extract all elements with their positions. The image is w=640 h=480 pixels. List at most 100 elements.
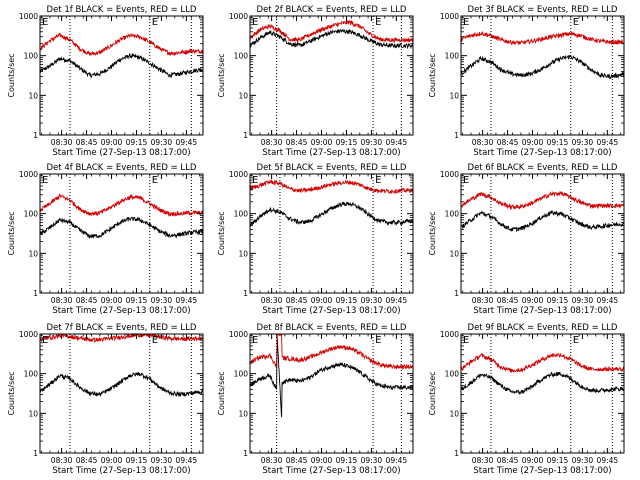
x-tick-label: 09:30: [361, 138, 383, 147]
y-axis-label: Counts/sec: [428, 371, 437, 415]
y-tick-label: 100: [234, 52, 249, 61]
x-tick-label: 09:00: [522, 296, 544, 305]
x-tick-label: 08:45: [76, 138, 98, 147]
y-tick-label: 10: [449, 409, 459, 418]
chart-panel: Det 9f BLACK = Events, RED = LLD E E 1 10 100…: [428, 323, 625, 476]
x-tick-label: 09:15: [547, 296, 569, 305]
x-tick-label: 09:15: [126, 296, 148, 305]
y-tick-label: 10: [238, 409, 248, 418]
y-tick-label: 10: [238, 91, 248, 100]
y-tick-label: 1000: [19, 330, 38, 339]
x-tick-label: 08:45: [76, 296, 98, 305]
chart-title: Det 9f BLACK = Events, RED = LLD: [468, 323, 618, 333]
chart-panel: Det 1f BLACK = Events, RED = LLD E E 1 10 100…: [7, 5, 204, 158]
marker-label: E: [573, 335, 579, 346]
corner-label: E: [42, 175, 48, 186]
x-tick-label: 09:15: [336, 456, 358, 465]
y-tick-label: 100: [234, 370, 249, 379]
y-axis-label: Counts/sec: [217, 371, 226, 415]
marker-label: E: [375, 175, 381, 186]
series-line-events: [461, 54, 624, 80]
x-tick-label: 09:45: [176, 456, 198, 465]
y-tick-label: 1000: [440, 12, 459, 21]
plot-frame: [249, 173, 414, 294]
y-tick-label: 100: [24, 52, 39, 61]
marker-label: E: [573, 17, 579, 28]
series-line-lld: [461, 191, 624, 211]
y-tick-label: 1000: [229, 12, 248, 21]
corner-label: E: [42, 335, 48, 346]
plot-frame: [39, 15, 204, 136]
y-tick-label: 10: [28, 249, 38, 258]
corner-label: E: [463, 175, 469, 186]
chart-title: Det 2f BLACK = Events, RED = LLD: [257, 5, 407, 15]
corner-label: E: [463, 335, 469, 346]
chart-panel: Det 5f BLACK = Events, RED = LLD E E 1 10 100…: [217, 163, 414, 316]
y-tick-label: 10: [449, 249, 459, 258]
x-tick-label: 08:45: [286, 296, 308, 305]
x-tick-label: 08:45: [286, 456, 308, 465]
x-tick-label: 09:00: [311, 456, 333, 465]
chart-title: Det 3f BLACK = Events, RED = LLD: [468, 5, 618, 15]
x-tick-label: 09:45: [176, 138, 198, 147]
y-tick-label: 1000: [229, 330, 248, 339]
y-tick-label: 100: [24, 370, 39, 379]
y-tick-label: 1: [33, 449, 38, 458]
x-tick-label: 09:00: [311, 138, 333, 147]
x-axis-label: Start Time (27-Sep-13 08:17:00): [262, 466, 400, 476]
x-tick-label: 09:30: [572, 456, 594, 465]
y-tick-label: 100: [445, 370, 460, 379]
corner-label: E: [42, 17, 48, 28]
x-tick-label: 09:30: [572, 138, 594, 147]
x-tick-label: 09:00: [522, 138, 544, 147]
chart-panel: Det 2f BLACK = Events, RED = LLD E E 1 10 100…: [217, 5, 414, 158]
y-tick-label: 100: [445, 210, 460, 219]
x-tick-label: 09:45: [176, 296, 198, 305]
plot-frame: [460, 333, 625, 454]
y-tick-label: 1000: [19, 12, 38, 21]
x-tick-label: 09:15: [126, 456, 148, 465]
y-axis-label: Counts/sec: [217, 211, 226, 255]
series-line-lld: [461, 30, 624, 46]
x-axis-label: Start Time (27-Sep-13 08:17:00): [262, 148, 400, 158]
series-line-events: [250, 28, 413, 50]
plot-frame: [39, 333, 204, 454]
y-tick-label: 1: [454, 449, 459, 458]
x-tick-label: 08:30: [51, 456, 73, 465]
series-line-lld: [40, 192, 203, 218]
y-tick-label: 1000: [440, 170, 459, 179]
chart-panel: Det 7f BLACK = Events, RED = LLD E E 1 10 100…: [7, 323, 204, 476]
chart-title: Det 4f BLACK = Events, RED = LLD: [47, 163, 197, 173]
x-tick-label: 09:45: [386, 296, 408, 305]
chart-panel: Det 4f BLACK = Events, RED = LLD E E 1 10 100…: [7, 163, 204, 316]
x-axis-label: Start Time (27-Sep-13 08:17:00): [473, 306, 611, 316]
chart-panel: Det 8f BLACK = Events, RED = LLD E E 1 10 100…: [217, 323, 414, 476]
x-tick-label: 09:30: [151, 138, 173, 147]
y-tick-label: 10: [238, 249, 248, 258]
series-line-events: [40, 52, 203, 79]
plot-frame: [460, 15, 625, 136]
series-line-events: [40, 371, 203, 398]
y-axis-label: Counts/sec: [7, 53, 16, 97]
x-tick-label: 09:30: [151, 296, 173, 305]
y-tick-label: 1: [454, 131, 459, 140]
x-tick-label: 09:45: [597, 456, 619, 465]
x-tick-label: 09:30: [361, 296, 383, 305]
x-tick-label: 08:45: [497, 296, 519, 305]
y-tick-label: 10: [449, 91, 459, 100]
series-line-lld: [250, 179, 413, 195]
x-tick-label: 08:45: [76, 456, 98, 465]
chart-title: Det 1f BLACK = Events, RED = LLD: [47, 5, 197, 15]
marker-label: E: [573, 175, 579, 186]
y-tick-label: 1: [243, 449, 248, 458]
x-axis-label: Start Time (27-Sep-13 08:17:00): [262, 306, 400, 316]
x-axis-label: Start Time (27-Sep-13 08:17:00): [52, 306, 190, 316]
x-tick-label: 08:45: [497, 138, 519, 147]
y-tick-label: 10: [28, 91, 38, 100]
plot-frame: [460, 173, 625, 294]
x-tick-label: 08:30: [472, 296, 494, 305]
x-axis-label: Start Time (27-Sep-13 08:17:00): [473, 466, 611, 476]
corner-label: E: [252, 335, 258, 346]
y-tick-label: 100: [24, 210, 39, 219]
